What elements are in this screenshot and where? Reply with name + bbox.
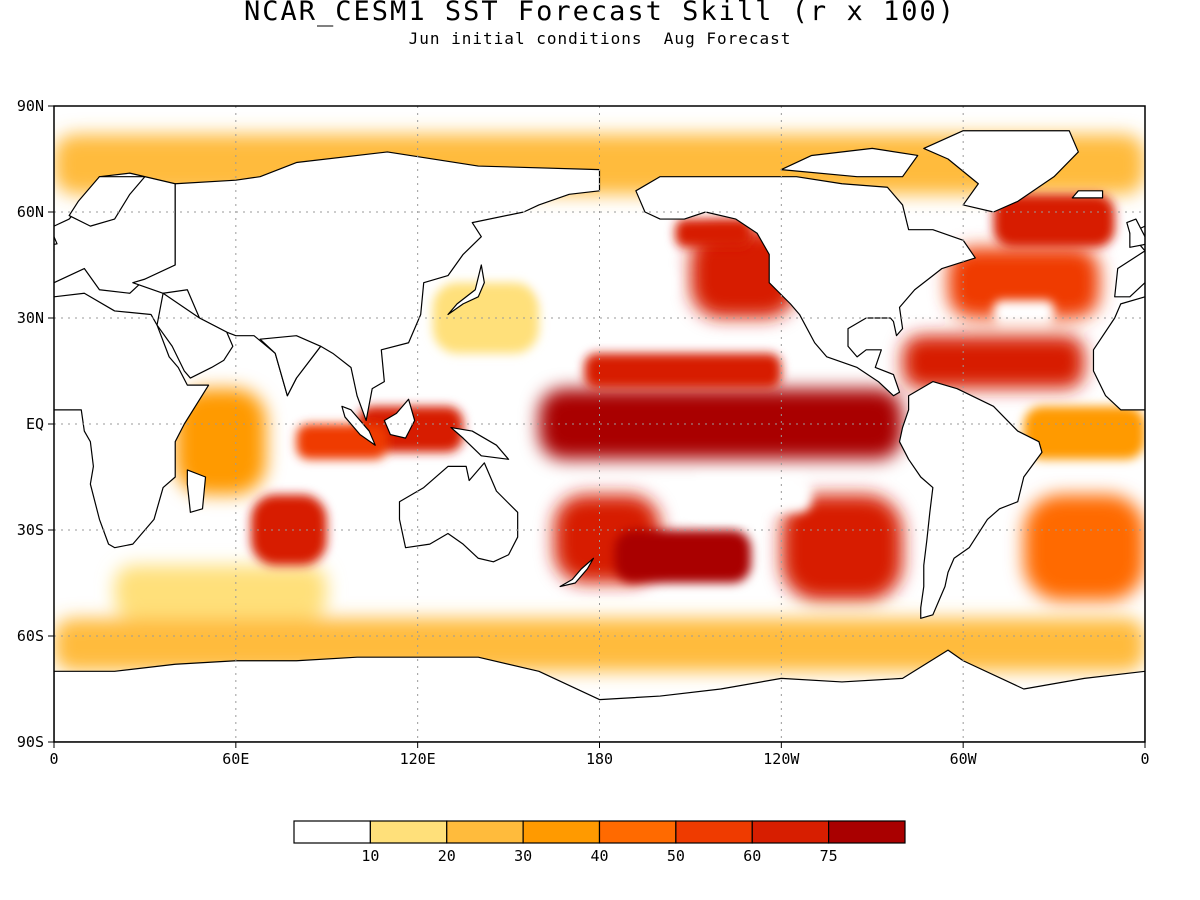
skill-region	[690, 477, 812, 513]
colorbar-swatch	[293, 820, 371, 844]
land-new-zealand	[559, 557, 595, 588]
land-antarctica	[54, 649, 1145, 742]
lat-tick-label: 60S	[17, 627, 44, 645]
skill-region	[54, 618, 1145, 672]
skill-region	[538, 265, 676, 301]
skill-region	[584, 353, 782, 389]
land-uk	[1126, 218, 1145, 248]
longitude-axis: 0 60E 120E 180 120W 60W 0	[49, 742, 1150, 768]
land-sumatra	[341, 405, 376, 446]
land-scandinavia	[68, 176, 146, 227]
skill-region	[432, 282, 539, 354]
lon-tick-label: 60E	[222, 750, 249, 768]
land-new-guinea	[450, 426, 510, 460]
colorbar-swatch	[828, 820, 906, 844]
colorbar-label: 20	[438, 847, 456, 865]
land-masks	[0, 130, 1145, 742]
lon-tick-label: 0	[1140, 750, 1149, 768]
colorbar: 10 20 30 40 50 60 75	[293, 820, 906, 865]
land-asia	[132, 151, 601, 422]
skill-region	[993, 300, 1055, 326]
land-australia	[398, 462, 519, 563]
land-canadian-arctic	[780, 147, 919, 178]
land-iceland	[1071, 190, 1104, 199]
colorbar-swatch	[675, 820, 753, 844]
lat-tick-label: 90N	[17, 97, 44, 115]
lon-tick-label: 0	[49, 750, 58, 768]
land-arabia	[156, 292, 234, 379]
map-gridlines	[54, 106, 1145, 742]
lon-tick-label: 120W	[763, 750, 800, 768]
skill-region	[948, 247, 1100, 318]
colorbar-label: 50	[667, 847, 685, 865]
lat-tick-label: EQ	[26, 415, 44, 433]
skill-region	[1023, 406, 1145, 460]
lat-tick-label: 30S	[17, 521, 44, 539]
lat-tick-label: 60N	[17, 203, 44, 221]
land-africa	[54, 292, 210, 549]
lat-tick-label: 90S	[17, 733, 44, 751]
land-greenland	[923, 130, 1079, 213]
lon-tick-label: 60W	[950, 750, 978, 768]
colorbar-swatch	[598, 820, 677, 844]
land-south-america	[898, 381, 1043, 619]
land-iceland	[0, 191, 12, 198]
skill-region	[250, 494, 327, 566]
skill-region	[675, 219, 752, 248]
colorbar-label: 75	[820, 847, 838, 865]
lat-tick-label: 30N	[17, 309, 44, 327]
skill-region	[614, 530, 752, 583]
skill-region	[781, 494, 903, 601]
land-india	[259, 335, 322, 397]
skill-region	[993, 194, 1115, 248]
land-africa	[1092, 296, 1145, 411]
latitude-axis: 90N 60N 30N EQ 30S 60S 90S	[17, 97, 54, 751]
land-borneo	[383, 398, 416, 439]
map-title: NCAR_CESM1 SST Forecast Skill (r x 100)	[244, 0, 956, 27]
land-north-america	[635, 176, 976, 397]
land-uk	[54, 235, 58, 246]
colorbar-label: 40	[590, 847, 608, 865]
colorbar-label: 60	[743, 847, 761, 865]
colorbar-label: 30	[514, 847, 532, 865]
colorbar-swatch	[522, 820, 601, 844]
skill-region	[1023, 494, 1145, 601]
colorbar-swatch	[446, 820, 524, 844]
land-madagascar	[186, 469, 207, 513]
colorbar-label: 10	[361, 847, 379, 865]
skill-region	[114, 565, 327, 619]
lon-tick-label: 120E	[400, 750, 436, 768]
lon-tick-label: 180	[586, 750, 613, 768]
map-subtitle: Jun initial conditions Aug Forecast	[408, 29, 792, 48]
skill-region	[175, 388, 267, 495]
colorbar-swatch	[751, 820, 830, 844]
land-japan	[447, 264, 485, 316]
colorbar-swatch	[369, 820, 448, 844]
skill-field	[54, 134, 1145, 672]
skill-region	[902, 335, 1085, 389]
